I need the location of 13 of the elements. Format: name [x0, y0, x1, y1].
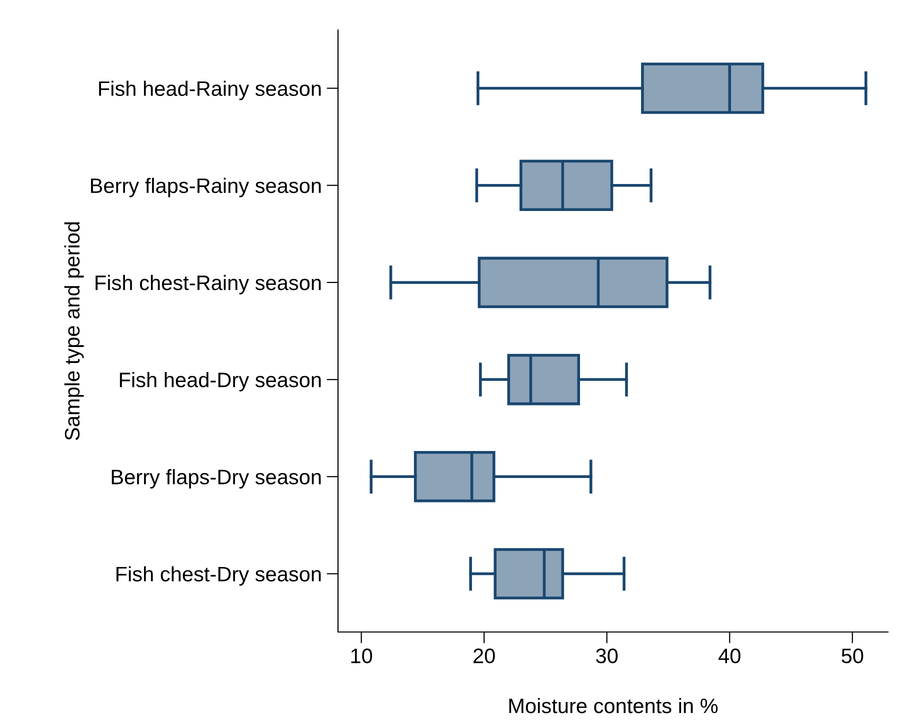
x-axis-title: Moisture contents in %	[509, 698, 718, 714]
x-tick-label: 10	[351, 648, 372, 664]
y-tick-label: Fish chest-Dry season	[116, 566, 321, 586]
x-tick-label: 30	[596, 648, 618, 664]
y-tick-label: Fish head-Dry season	[120, 372, 321, 392]
x-tick-label: 20	[474, 648, 495, 664]
y-tick-label: Berry flaps-Rainy season	[91, 178, 321, 198]
x-tick-label: 40	[718, 648, 740, 664]
y-tick-label: Fish head-Rainy season	[99, 80, 321, 100]
y-tick-label: Berry flaps-Dry season	[112, 469, 321, 489]
y-axis-title: Sample type and period	[64, 222, 84, 440]
y-tick-label: Fish chest-Rainy season	[96, 274, 321, 294]
x-tick-label: 50	[842, 648, 864, 664]
